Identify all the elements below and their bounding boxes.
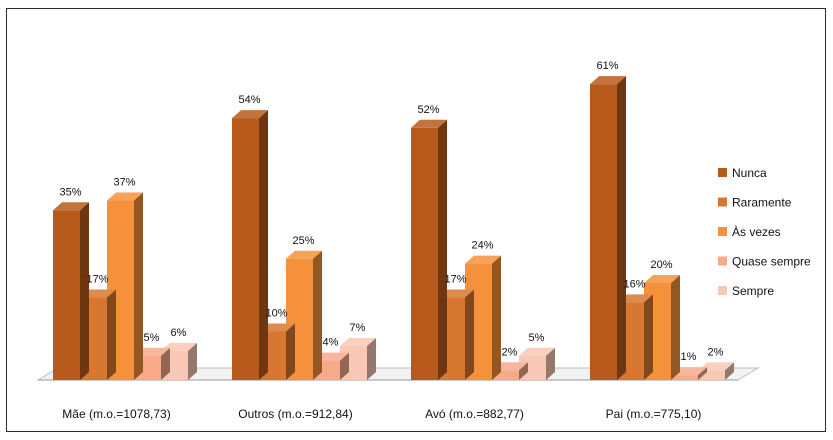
bar-top (590, 76, 626, 85)
data-label: 5% (529, 332, 545, 344)
bar-top (286, 250, 322, 259)
bar (671, 375, 698, 380)
bar-side (367, 338, 376, 380)
bar-side (546, 347, 555, 380)
bar-side (80, 202, 89, 380)
data-label: 35% (59, 186, 81, 198)
bar-side (340, 352, 349, 380)
legend-label: Raramente (732, 196, 792, 210)
category-label: Avó (m.o.=882,77) (425, 407, 524, 421)
data-label: 7% (350, 322, 366, 334)
bar-side (286, 323, 295, 380)
data-label: 2% (708, 346, 724, 358)
data-label: 5% (144, 332, 160, 344)
legend-swatch (718, 227, 727, 236)
bar-side (107, 289, 116, 380)
legend-label: Nunca (732, 166, 767, 180)
legend-swatch (718, 286, 727, 295)
bar-side (671, 275, 680, 380)
data-label: 17% (86, 274, 108, 286)
bar-side (519, 362, 528, 380)
bar-top (232, 110, 268, 119)
data-label: 24% (471, 240, 493, 252)
bar-side (725, 362, 734, 380)
bar (590, 84, 617, 381)
data-label: 54% (238, 94, 260, 106)
data-label: 16% (623, 278, 645, 290)
data-label: 6% (171, 327, 187, 339)
bar-side (259, 110, 268, 380)
bar-top (53, 202, 89, 211)
bar-top (411, 119, 447, 128)
bar-top (465, 255, 501, 264)
bar-top (107, 192, 143, 201)
category-label: Pai (m.o.=775,10) (606, 407, 702, 421)
bar-side (438, 119, 447, 381)
legend-swatch (718, 256, 727, 266)
bar (698, 370, 725, 380)
bar-side (134, 192, 143, 380)
data-label: 10% (265, 308, 287, 320)
bar-side (698, 367, 707, 380)
legend-label: Às vezes (732, 224, 781, 239)
bar-side (188, 342, 197, 380)
legend-swatch (718, 197, 727, 207)
bar-top (340, 338, 376, 347)
category-label: Mãe (m.o.=1078,73) (62, 407, 170, 421)
data-label: 4% (323, 337, 339, 349)
category-label: Outros (m.o.=912,84) (238, 407, 352, 421)
bar (53, 210, 80, 380)
data-label: 25% (292, 235, 314, 247)
bar-side (465, 289, 474, 380)
bar-side (313, 250, 322, 380)
legend-label: Sempre (732, 284, 774, 298)
bar (232, 118, 259, 380)
bar (492, 370, 519, 380)
bar-side (161, 347, 170, 380)
bar-side (644, 294, 653, 380)
data-label: 61% (596, 60, 618, 72)
bar-side (617, 76, 626, 381)
data-label: 17% (444, 274, 466, 286)
legend-label: Quase sempre (732, 255, 811, 269)
data-label: 52% (417, 104, 439, 116)
bar (411, 127, 438, 380)
data-label: 20% (650, 259, 672, 271)
bar-side (492, 255, 501, 380)
data-label: 37% (113, 177, 135, 189)
data-label: 2% (502, 346, 518, 358)
bar-top (644, 275, 680, 283)
legend-swatch (718, 168, 727, 177)
bar-top (519, 347, 555, 356)
data-label: 1% (681, 351, 697, 363)
